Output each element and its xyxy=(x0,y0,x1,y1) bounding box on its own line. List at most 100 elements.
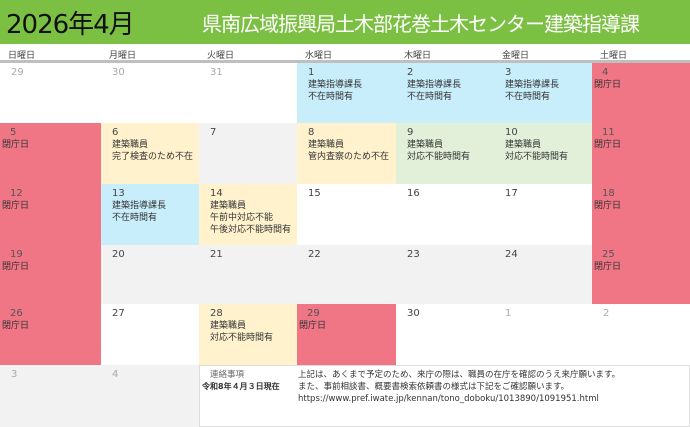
day-note: 建築指導課長 xyxy=(308,80,363,90)
day-note: 閉庁日 xyxy=(594,262,622,272)
day-cell[interactable]: 5 閉庁日 xyxy=(0,123,101,184)
weekday-label: 土曜日 xyxy=(600,51,628,61)
day-note: 閉庁日 xyxy=(594,201,622,211)
day-number: 16 xyxy=(407,188,420,199)
day-cell[interactable]: 13 建築指導課長 不在時間有 xyxy=(101,184,199,245)
day-note: 建築職員 xyxy=(407,140,444,150)
day-cell[interactable]: 14 建築職員 午前中対応不能 午後対応不能時間有 xyxy=(199,184,297,245)
day-number: 30 xyxy=(112,67,125,78)
day-number: 18 xyxy=(602,188,615,199)
day-cell[interactable]: 6 建築職員完了検査のため不在 xyxy=(101,123,199,184)
day-cell[interactable]: 27 xyxy=(101,304,199,365)
day-number: 29 xyxy=(307,308,320,319)
day-cell[interactable]: 25 閉庁日 xyxy=(592,245,690,304)
day-number: 29 xyxy=(11,67,24,78)
weekday-label: 月曜日 xyxy=(109,51,137,61)
day-cell[interactable]: 22 xyxy=(297,245,396,304)
day-note: 閉庁日 xyxy=(2,201,30,211)
day-cell[interactable]: 19 閉庁日 xyxy=(0,245,101,304)
day-cell[interactable]: 15 xyxy=(297,184,396,245)
day-cell[interactable]: 4 閉庁日 xyxy=(592,63,690,123)
day-note: 管内査察のため不在 xyxy=(308,152,390,162)
day-note: 午前中対応不能 xyxy=(210,213,274,223)
day-note: 対応不能時間有 xyxy=(210,333,274,343)
day-number: 4 xyxy=(112,369,119,380)
day-cell[interactable]: 3 建築指導課長 不在時間有 xyxy=(494,63,592,123)
day-note: 閉庁日 xyxy=(594,80,622,90)
day-note: 閉庁日 xyxy=(2,140,30,150)
day-cell[interactable]: 12 閉庁日 xyxy=(0,184,101,245)
day-cell[interactable]: 29 閉庁日 xyxy=(297,304,396,365)
day-cell[interactable]: 1 xyxy=(494,304,592,365)
organization-title: 県南広域振興局土木部花巻土木センター建築指導課 xyxy=(202,11,640,36)
day-number: 22 xyxy=(308,249,321,260)
day-cell[interactable]: 30 xyxy=(396,304,494,365)
day-number: 28 xyxy=(210,308,223,319)
day-cell[interactable]: 9 建築職員 対応不能時間有 xyxy=(396,123,494,184)
day-note: 閉庁日 xyxy=(2,262,30,272)
day-number: 15 xyxy=(308,188,321,199)
day-number: 10 xyxy=(505,127,518,138)
weekday-label: 日曜日 xyxy=(8,51,36,61)
day-note: 建築職員 xyxy=(308,140,345,150)
notes-line: また、事前相談書、概要書検索依頼書の様式は下記をご確認願います。 xyxy=(298,382,570,392)
day-cell[interactable]: 4 xyxy=(101,365,199,427)
notes-line: https://www.pref.iwate.jp/kennan/tono_do… xyxy=(298,394,599,404)
day-cell[interactable]: 23 xyxy=(396,245,494,304)
day-number: 3 xyxy=(11,369,18,380)
day-number: 6 xyxy=(112,127,119,138)
day-cell[interactable]: 28 建築職員対応不能時間有 xyxy=(199,304,297,365)
day-cell[interactable]: 29 xyxy=(0,63,101,123)
day-number: 27 xyxy=(112,308,125,319)
day-note: 閉庁日 xyxy=(299,321,327,331)
day-number: 31 xyxy=(210,67,223,78)
day-cell[interactable]: 18 閉庁日 xyxy=(592,184,690,245)
day-note: 建築指導課長 xyxy=(505,80,560,90)
day-number: 8 xyxy=(308,127,315,138)
day-cell[interactable]: 7 xyxy=(199,123,297,184)
day-cell[interactable]: 3 xyxy=(0,365,101,427)
day-cell[interactable]: 30 xyxy=(101,63,199,123)
day-number: 4 xyxy=(602,67,609,78)
day-number: 30 xyxy=(407,308,420,319)
day-number: 19 xyxy=(10,249,23,260)
day-number: 1 xyxy=(308,67,315,78)
day-note: 閉庁日 xyxy=(2,321,30,331)
day-cell[interactable]: 8 建築職員管内査察のため不在 xyxy=(297,123,396,184)
day-number: 26 xyxy=(10,308,23,319)
day-number: 20 xyxy=(112,249,125,260)
day-cell[interactable]: 11 閉庁日 xyxy=(592,123,690,184)
day-cell[interactable]: 31 xyxy=(199,63,297,123)
day-note: 完了検査のため不在 xyxy=(112,152,194,162)
weekday-label: 水曜日 xyxy=(305,51,333,61)
day-number: 1 xyxy=(505,308,512,319)
day-number: 25 xyxy=(602,249,615,260)
day-cell[interactable]: 24 xyxy=(494,245,592,304)
day-cell[interactable]: 2 xyxy=(592,304,690,365)
day-number: 5 xyxy=(10,127,17,138)
day-cell[interactable]: 16 xyxy=(396,184,494,245)
day-note: 建築職員 xyxy=(210,321,247,331)
day-note: 建築指導課長 xyxy=(407,80,462,90)
notes-panel: 連絡事項 令和8年４月３日現在 上記は、あくまで予定のため、来庁の際は、職員の在庁を… xyxy=(199,365,690,427)
day-note: 不在時間有 xyxy=(505,92,551,102)
day-number: 23 xyxy=(407,249,420,260)
day-cell[interactable]: 2 建築指導課長 不在時間有 xyxy=(396,63,494,123)
day-cell[interactable]: 1 建築指導課長 不在時間有 xyxy=(297,63,396,123)
day-number: 7 xyxy=(210,127,217,138)
day-number: 12 xyxy=(10,188,23,199)
day-note: 建築職員 xyxy=(112,140,149,150)
calendar-grid: 29 30 31 1 建築指導課長 不在時間有 2 建築指導課長 不在時間有 3 建築指導課長 不在時… xyxy=(0,63,690,427)
day-note: 午後対応不能時間有 xyxy=(210,225,292,235)
day-note: 建築指導課長 xyxy=(112,201,167,211)
day-number: 3 xyxy=(505,67,512,78)
month-title: 2026年4月 xyxy=(6,9,135,40)
day-cell[interactable]: 20 xyxy=(101,245,199,304)
day-cell[interactable]: 17 xyxy=(494,184,592,245)
day-cell[interactable]: 21 xyxy=(199,245,297,304)
weekday-header: 日曜日 月曜日 火曜日 水曜日 木曜日 金曜日 土曜日 xyxy=(0,44,690,63)
day-number: 11 xyxy=(602,127,615,138)
day-cell[interactable]: 26 閉庁日 xyxy=(0,304,101,365)
day-note: 建築職員 xyxy=(210,201,247,211)
day-cell[interactable]: 10 建築職員 対応不能時間有 xyxy=(494,123,592,184)
